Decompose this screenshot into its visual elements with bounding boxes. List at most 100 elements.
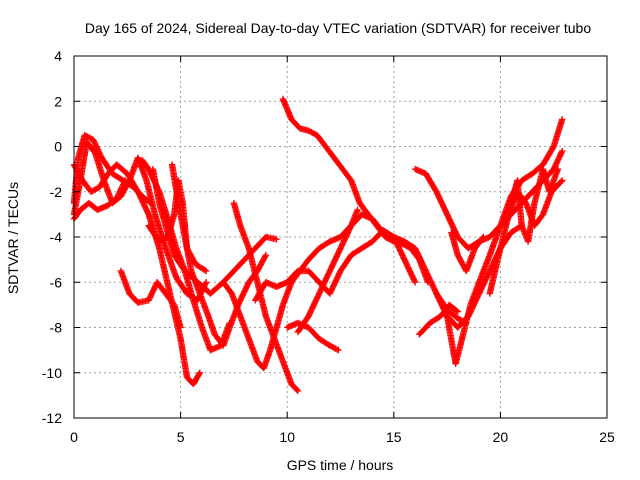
y-tick-label: -12: [42, 410, 62, 426]
data-point: [94, 146, 101, 153]
data-point: [480, 233, 487, 241]
data-point: [293, 386, 300, 393]
data-point: [558, 149, 565, 156]
data-point: [261, 253, 269, 260]
data-point: [150, 286, 158, 293]
data-point: [553, 160, 560, 167]
data-point: [91, 140, 99, 148]
data-point: [117, 186, 124, 194]
series-track-10: [230, 199, 302, 395]
data-point: [551, 163, 559, 170]
data-point: [556, 153, 563, 160]
data-point: [148, 291, 155, 298]
data-point: [113, 195, 120, 202]
data-point: [411, 279, 419, 286]
data-point: [120, 180, 128, 187]
data-point: [294, 387, 302, 395]
data-point: [147, 199, 154, 207]
series-track-6: [117, 267, 184, 331]
series-track-12: [279, 95, 432, 286]
data-point: [262, 251, 270, 259]
data-point: [150, 287, 157, 294]
data-point: [335, 346, 342, 354]
series-track-9: [145, 177, 210, 275]
series-track-15: [294, 206, 361, 336]
series-track-4: [70, 177, 129, 223]
data-point: [95, 147, 102, 155]
y-tick-label: -6: [50, 274, 63, 290]
data-point: [555, 156, 562, 163]
x-tick-label: 20: [493, 429, 509, 445]
data-point: [559, 147, 566, 155]
series-track-18: [416, 301, 461, 338]
data-point: [118, 184, 126, 191]
data-point: [91, 139, 98, 146]
data-point: [479, 235, 486, 242]
data-point: [116, 188, 124, 195]
data-point: [151, 284, 158, 292]
data-point: [557, 150, 565, 158]
series-track-22: [507, 165, 562, 245]
data-point: [201, 266, 209, 274]
data-point: [89, 136, 97, 143]
data-point: [552, 161, 559, 169]
data-point: [557, 178, 565, 185]
data-point: [354, 206, 361, 214]
data-point: [115, 191, 122, 198]
series-track-8: [168, 161, 270, 349]
y-tick-label: 4: [54, 48, 62, 64]
data-point: [557, 152, 564, 159]
x-tick-label: 5: [177, 429, 185, 445]
y-tick-label: -10: [42, 365, 62, 381]
data-point: [554, 157, 561, 164]
data-point: [553, 158, 561, 166]
data-point: [147, 292, 154, 300]
series-track-13: [252, 227, 419, 304]
series-track-14: [284, 319, 342, 354]
data-point: [96, 150, 103, 157]
data-point: [555, 154, 563, 162]
data-point: [333, 346, 341, 353]
y-tick-label: -8: [50, 320, 63, 336]
data-point: [114, 192, 122, 199]
data-point: [90, 137, 98, 145]
x-tick-label: 15: [386, 429, 402, 445]
data-point: [97, 151, 104, 159]
x-tick-label: 10: [279, 429, 295, 445]
data-point: [121, 177, 129, 184]
series-track-19: [448, 229, 487, 275]
data-point: [116, 189, 123, 197]
y-tick-labels: 4 2 0 -2 -4 -6 -8 -10 -12: [42, 48, 62, 426]
y-tick-label: -2: [50, 184, 63, 200]
data-point: [554, 165, 562, 173]
data-point: [177, 324, 184, 331]
data-point: [145, 297, 152, 304]
x-tick-label: 0: [70, 429, 78, 445]
data-point: [559, 116, 566, 123]
data-point: [149, 288, 156, 296]
axis-ticks: [73, 55, 608, 419]
data-point: [195, 370, 203, 378]
data-point: [92, 142, 100, 149]
data-point: [146, 295, 153, 303]
data-point: [202, 267, 210, 275]
data-point: [120, 181, 127, 188]
data-point: [202, 279, 210, 286]
x-tick-label: 25: [599, 429, 615, 445]
data-point: [424, 279, 432, 286]
data-point: [453, 307, 460, 314]
data-point: [93, 144, 101, 152]
x-axis-label: GPS time / hours: [287, 457, 394, 473]
data-point: [454, 308, 461, 315]
data-point: [114, 193, 121, 201]
data-point: [93, 143, 100, 150]
data-point: [148, 290, 156, 297]
data-point: [146, 198, 153, 206]
y-axis-label: SDTVAR / TECUs: [5, 182, 21, 294]
data-points: [70, 95, 566, 395]
chart-title: Day 165 of 2024, Sidereal Day-to-day VTE…: [85, 20, 592, 36]
data-point: [196, 369, 203, 376]
data-point: [559, 177, 566, 184]
y-tick-label: -4: [50, 229, 63, 245]
data-point: [146, 294, 154, 301]
